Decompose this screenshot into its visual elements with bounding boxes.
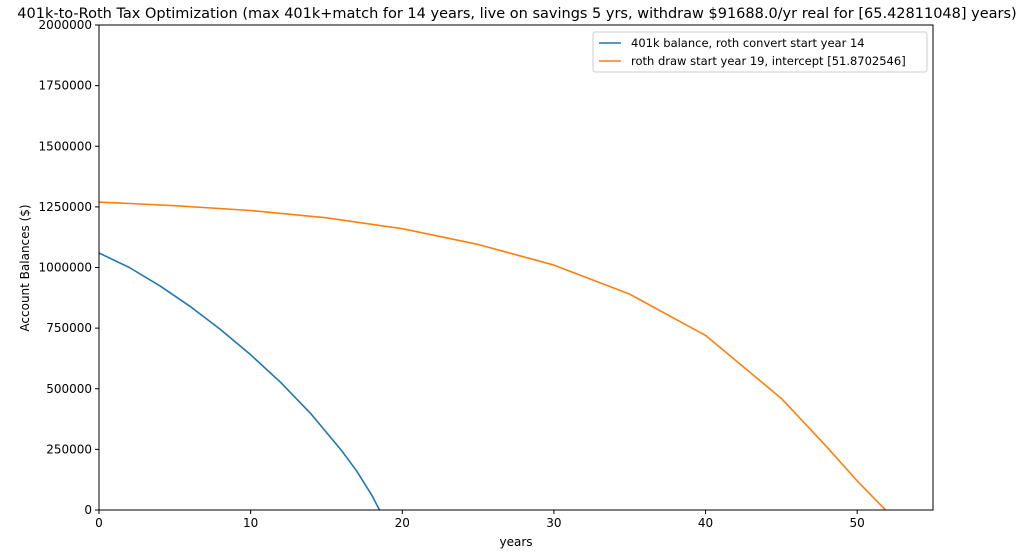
- x-tick-label: 20: [395, 516, 410, 530]
- legend: 401k balance, roth convert start year 14…: [592, 31, 928, 73]
- x-tick-label: 0: [95, 516, 103, 530]
- x-tick-label: 30: [546, 516, 561, 530]
- x-tick-label: 50: [850, 516, 865, 530]
- axes: 0 10 20 30 40 50 0 250000 500000 750000 1000000 125…: [39, 18, 934, 530]
- y-tick-label: 0: [84, 503, 92, 517]
- x-tick-label: 10: [243, 516, 258, 530]
- series-line-1: [99, 201, 887, 510]
- plot-frame: [98, 24, 934, 511]
- series-line-0: [99, 252, 381, 510]
- y-tick-label: 750000: [46, 321, 92, 335]
- legend-label: roth draw start year 19, intercept [51.8…: [631, 54, 906, 68]
- y-tick-label: 1250000: [39, 200, 92, 214]
- y-tick-label: 1500000: [39, 139, 92, 153]
- y-tick-label: 2000000: [39, 18, 92, 32]
- y-tick-label: 1000000: [39, 261, 92, 275]
- x-axis-label: years: [499, 535, 532, 549]
- chart-title: 401k-to-Roth Tax Optimization (max 401k+…: [17, 6, 1016, 22]
- y-tick-label: 1750000: [39, 79, 92, 93]
- legend-label: 401k balance, roth convert start year 14: [631, 36, 865, 50]
- plot-area: [99, 201, 887, 510]
- y-tick-label: 250000: [46, 442, 92, 456]
- y-tick-label: 500000: [46, 382, 92, 396]
- y-axis-label: Account Balances ($): [18, 204, 32, 331]
- x-tick-label: 40: [698, 516, 713, 530]
- legend-box: [592, 31, 928, 73]
